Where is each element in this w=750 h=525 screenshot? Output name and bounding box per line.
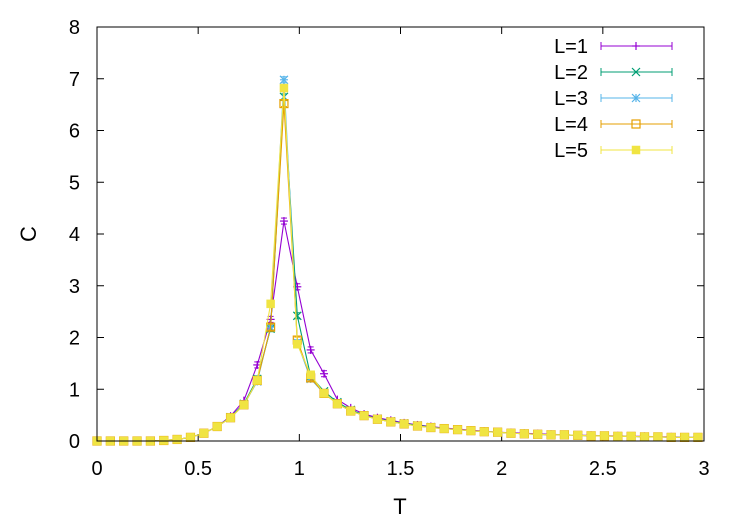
data-point (279, 75, 289, 85)
data-point (279, 217, 288, 226)
series-layer (92, 75, 703, 446)
tick-labels: 0 0.5 1 1.5 2 2.5 3 0 1 2 3 4 5 6 7 8 (69, 17, 710, 480)
series-line (97, 103, 698, 442)
data-point (546, 430, 556, 440)
data-point (560, 430, 569, 440)
plot-frame (96, 26, 705, 442)
y-tick-label: 2 (69, 328, 80, 350)
series-L=2 (92, 92, 703, 446)
y-tick-label: 4 (69, 224, 80, 246)
data-point (453, 425, 462, 434)
series-line (97, 88, 698, 442)
data-point (600, 431, 609, 441)
data-point (399, 419, 409, 429)
y-axis-title: C (16, 226, 41, 242)
y-tick-label: 1 (69, 379, 80, 401)
x-tick-label: 1 (294, 458, 305, 480)
legend: L=1 L=2 L=3 L=4 L=5 (554, 36, 673, 162)
legend-entry: L=2 (554, 62, 673, 84)
data-point (320, 369, 329, 378)
x-tick-label: 0.5 (184, 458, 212, 480)
legend-marker (631, 145, 641, 155)
data-point (279, 83, 289, 93)
series-L=4 (92, 98, 703, 446)
data-point (586, 431, 596, 441)
legend-marker (631, 93, 641, 103)
y-tick-label: 8 (69, 17, 80, 39)
error-bar (267, 323, 274, 331)
data-point (306, 370, 315, 380)
data-point (266, 299, 275, 309)
x-tick-label: 2 (496, 458, 507, 480)
series-line (97, 79, 698, 442)
data-point (520, 429, 529, 439)
y-tick-label: 3 (69, 276, 80, 298)
series-L=1 (93, 217, 702, 445)
legend-entry: L=3 (554, 88, 673, 110)
legend-label: L=3 (554, 88, 588, 110)
series-line (97, 96, 698, 442)
data-point (666, 433, 676, 442)
x-axis-title: T (393, 494, 406, 519)
data-point (573, 431, 582, 440)
legend-marker (632, 42, 640, 50)
legend-label: L=2 (554, 62, 588, 84)
data-point (186, 433, 195, 442)
data-point (319, 389, 329, 398)
error-bar (280, 100, 287, 108)
data-point (239, 400, 249, 410)
y-tick-label: 7 (69, 69, 80, 91)
legend-marker (631, 119, 641, 129)
x-tick-label: 2.5 (589, 458, 617, 480)
data-point (252, 376, 262, 385)
data-point (279, 98, 289, 109)
data-point (212, 422, 222, 431)
data-point (653, 432, 663, 442)
data-point (172, 435, 182, 444)
legend-label: L=4 (554, 114, 588, 136)
legend-entry: L=4 (554, 114, 673, 136)
data-point (159, 436, 169, 445)
data-point (439, 424, 449, 433)
y-tick-label: 5 (69, 172, 80, 194)
x-tick-label: 1.5 (387, 458, 415, 480)
data-point (199, 428, 209, 438)
series-line (97, 220, 698, 442)
x-tick-label: 0 (91, 458, 102, 480)
data-point (640, 432, 649, 442)
data-point (466, 426, 476, 435)
series-L=5 (92, 83, 703, 446)
data-point (346, 406, 355, 416)
data-point (306, 345, 315, 354)
data-point (386, 417, 396, 427)
data-point (226, 413, 235, 422)
x-tick-label: 3 (698, 458, 709, 480)
data-point (693, 433, 703, 442)
axis-ticks (96, 26, 705, 442)
y-tick-label: 0 (69, 431, 80, 453)
data-point (373, 415, 382, 424)
data-point (533, 430, 542, 439)
data-point (480, 427, 489, 436)
y-tick-label: 6 (69, 121, 80, 143)
data-point (413, 421, 422, 431)
data-point (493, 427, 502, 437)
data-point (506, 428, 516, 438)
legend-label: L=5 (554, 140, 588, 162)
data-point (680, 433, 689, 442)
data-point (426, 423, 436, 432)
legend-entry: L=1 (554, 36, 673, 58)
data-point (613, 432, 623, 441)
legend-entry: L=5 (554, 140, 673, 162)
data-point (292, 311, 302, 321)
data-point (293, 339, 302, 349)
legend-label: L=1 (554, 36, 588, 58)
data-point (359, 411, 369, 420)
data-point (333, 399, 342, 408)
data-point (626, 432, 636, 441)
series-L=3 (92, 75, 703, 446)
legend-marker (631, 67, 641, 77)
